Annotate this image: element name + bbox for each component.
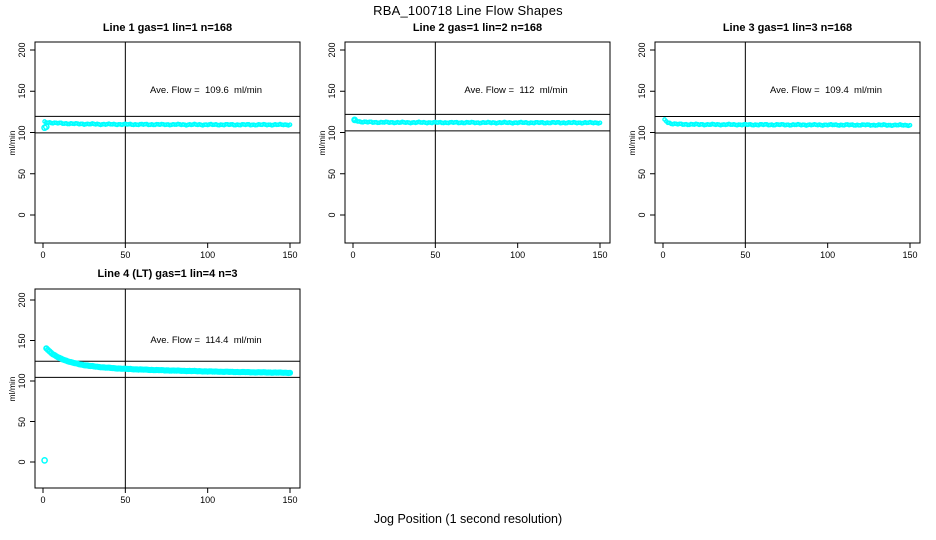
figure-title: RBA_100718 Line Flow Shapes [373,3,563,18]
y-tick-label: 150 [17,83,27,99]
data-point-outlier [42,123,50,131]
data-point [286,369,294,376]
plot-frame [344,41,611,244]
x-tick-label: 100 [200,495,216,505]
x-tick-label: 150 [282,495,298,505]
plot-area [30,288,301,493]
plot-area [30,41,301,248]
x-axis-label: Jog Position (1 second resolution) [373,512,563,526]
y-tick-label: 150 [17,332,27,349]
x-tick-label: 100 [510,250,526,260]
y-tick-label: 150 [637,83,647,99]
y-axis-title: ml/min [317,129,327,156]
ave-flow-annotation: Ave. Flow = 109.6 ml/min [150,85,263,97]
x-tick-label: 50 [430,250,441,260]
y-tick-label: 100 [17,124,27,141]
y-tick-label: 100 [17,373,27,389]
x-tick-label: 50 [120,250,131,260]
data-point-outlier [41,457,48,464]
y-tick-label: 200 [327,42,337,58]
x-tick-label: 100 [200,250,216,260]
plot-area [340,41,611,248]
chart-panel: Line 3 gas=1 lin=3 n=168 Ave. Flow = 109.… [620,20,930,270]
y-tick-label: 200 [637,42,647,58]
y-tick-label: 0 [17,459,27,465]
x-tick-label: 150 [902,250,918,260]
y-axis-title: ml/min [7,375,17,402]
y-tick-label: 0 [637,212,647,218]
x-tick-label: 100 [820,250,836,260]
chart-panel: Line 4 (LT) gas=1 lin=4 n=3 Ave. Flow = 1… [0,266,310,516]
data-point-outlier [351,116,358,124]
y-tick-label: 50 [637,168,647,179]
x-tick-label: 50 [740,250,751,260]
y-tick-label: 0 [17,212,27,218]
x-tick-label: 0 [40,250,46,260]
panel-title: Line 4 (LT) gas=1 lin=4 n=3 [97,268,238,280]
chart-panel: Line 1 gas=1 lin=1 n=168 Ave. Flow = 109.… [0,20,310,270]
panel-title: Line 1 gas=1 lin=1 n=168 [102,22,233,34]
data-point [287,122,293,128]
y-tick-label: 0 [327,212,337,218]
y-tick-label: 50 [327,168,337,179]
x-tick-label: 0 [40,495,46,505]
plot-frame [654,41,921,244]
y-axis-title: ml/min [627,129,637,156]
x-tick-label: 150 [592,250,608,260]
ave-flow-annotation: Ave. Flow = 109.4 ml/min [770,85,883,97]
y-tick-label: 50 [17,416,27,427]
y-tick-label: 100 [637,124,647,141]
y-tick-label: 50 [17,168,27,179]
data-point [597,120,603,126]
plot-frame [34,41,301,244]
panel-title: Line 2 gas=1 lin=2 n=168 [412,22,543,34]
x-tick-label: 50 [120,495,131,505]
ave-flow-annotation: Ave. Flow = 112 ml/min [464,85,568,97]
plot-area [650,41,921,248]
x-tick-label: 150 [282,250,298,260]
plot-frame [34,288,301,489]
y-tick-label: 150 [327,83,337,99]
ave-flow-annotation: Ave. Flow = 114.4 ml/min [150,334,262,346]
y-tick-label: 200 [17,292,27,308]
data-point [907,122,913,128]
y-axis-title: ml/min [7,129,17,156]
y-tick-label: 100 [327,124,337,141]
x-tick-label: 0 [660,250,666,260]
y-tick-label: 200 [17,42,27,58]
chart-panel: Line 2 gas=1 lin=2 n=168 Ave. Flow = 112 … [310,20,620,270]
x-tick-label: 0 [350,250,356,260]
panel-title: Line 3 gas=1 lin=3 n=168 [722,22,853,34]
